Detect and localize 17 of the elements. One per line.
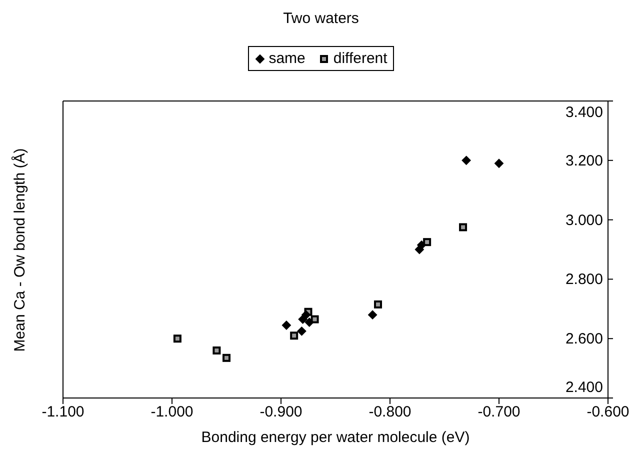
y-tick-label: 2.400 bbox=[565, 379, 603, 396]
y-axis-title: Mean Ca - Ow bond length (Å) bbox=[12, 148, 28, 352]
x-axis-title: Bonding energy per water molecule (eV) bbox=[201, 429, 470, 446]
y-tick-label: 3.400 bbox=[565, 104, 603, 121]
x-tick-label: -1.000 bbox=[150, 404, 194, 421]
legend-label: different bbox=[332, 50, 388, 67]
y-tick-label: 3.200 bbox=[565, 152, 603, 170]
y-tick-label: 2.800 bbox=[565, 271, 603, 288]
x-tick-label: -0.900 bbox=[260, 404, 302, 421]
y-tick-label: 3.000 bbox=[565, 212, 603, 229]
x-tick-label: -0.700 bbox=[478, 404, 520, 421]
chart-title: Two waters bbox=[282, 10, 360, 27]
y-tick-label: 2.600 bbox=[565, 330, 603, 348]
x-tick-label: -1.100 bbox=[42, 404, 84, 421]
x-tick-label: -0.800 bbox=[368, 404, 412, 421]
x-tick-label: -0.600 bbox=[586, 404, 630, 421]
legend-label: same bbox=[268, 50, 306, 67]
